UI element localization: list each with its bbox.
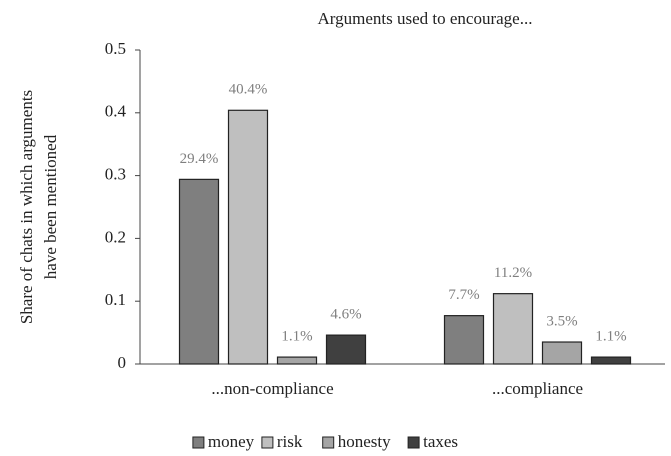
x-tick-label: ...non-compliance: [211, 379, 333, 398]
legend-swatch: [192, 436, 205, 449]
value-label: 40.4%: [229, 82, 268, 98]
y-axis-label: Share of chats in which arguments have b…: [17, 90, 60, 324]
legend-label: money: [208, 432, 255, 451]
legend-label: risk: [277, 432, 303, 451]
y-tick-label: 0: [118, 353, 127, 372]
legend-label: honesty: [338, 432, 391, 451]
legend-label: taxes: [423, 432, 458, 451]
value-label: 11.2%: [494, 265, 532, 281]
bar: [227, 109, 269, 365]
legend-swatch: [407, 436, 420, 449]
bar: [541, 341, 583, 365]
y-axis-label-line: have been mentioned: [41, 134, 60, 279]
y-tick-label: 0.4: [105, 102, 127, 121]
legend-swatch: [261, 436, 274, 449]
value-label: 3.5%: [546, 313, 577, 329]
value-label: 4.6%: [330, 307, 361, 323]
y-tick-label: 0.1: [105, 290, 126, 309]
bar: [492, 293, 534, 365]
chart-title: Arguments used to encourage...: [318, 9, 533, 28]
bar: [443, 315, 485, 365]
value-label: 1.1%: [595, 329, 626, 345]
y-tick-label: 0.2: [105, 227, 126, 246]
y-tick-label: 0.5: [105, 39, 126, 58]
value-label: 1.1%: [281, 329, 312, 345]
value-label: 29.4%: [180, 151, 219, 167]
bar: [590, 356, 632, 365]
x-tick-label: ...compliance: [492, 379, 583, 398]
bar: [325, 334, 367, 365]
value-label: 7.7%: [448, 287, 479, 303]
legend-swatch: [322, 436, 335, 449]
y-tick-label: 0.3: [105, 165, 126, 184]
bar: [178, 178, 220, 365]
y-axis-label-line: Share of chats in which arguments: [17, 90, 36, 324]
bar: [276, 356, 318, 365]
